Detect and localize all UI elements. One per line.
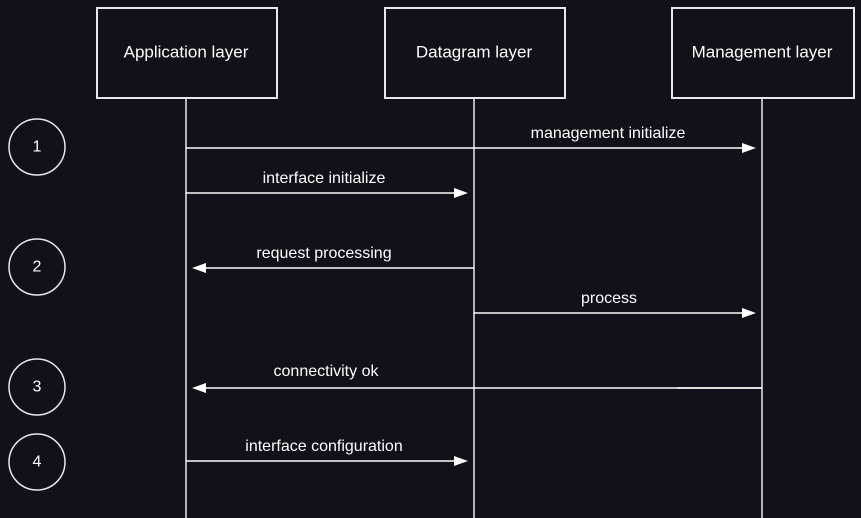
message-label-5: interface configuration [245,438,402,455]
step-number-4: 4 [33,454,42,471]
actor-label-mgmt: Management layer [692,42,833,61]
message-arrow-2 [192,263,206,273]
message-label-1: interface initialize [263,170,386,187]
step-number-3: 3 [33,379,42,396]
step-number-2: 2 [33,259,42,276]
message-arrow-1 [454,188,468,198]
message-label-3: process [581,290,637,307]
message-arrow-3 [742,308,756,318]
actor-label-data: Datagram layer [416,42,533,61]
message-label-2: request processing [256,245,391,262]
message-arrow-5 [454,456,468,466]
message-label-4: connectivity ok [274,363,380,380]
message-arrow-0 [742,143,756,153]
message-label-0: management initialize [531,125,686,142]
message-arrow-4 [192,383,206,393]
step-number-1: 1 [33,139,42,156]
actor-label-app: Application layer [124,42,249,61]
